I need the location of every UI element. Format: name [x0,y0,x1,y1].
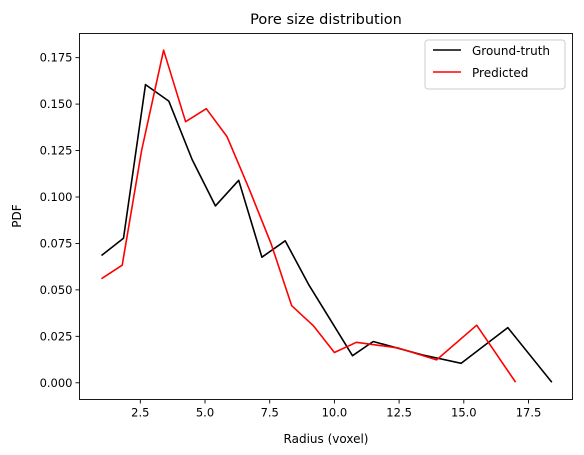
x-tick-label: 12.5 [386,406,412,420]
x-axis-ticks: 2.5 5.0 7.5 10.0 12.5 15.0 17.5 [131,399,542,420]
y-tick-label: 0.050 [40,283,73,297]
plot-frame [79,33,573,400]
y-tick-label: 0.025 [40,329,73,343]
y-tick-label: 0.150 [40,97,73,111]
x-tick-label: 5.0 [196,406,214,420]
series-line-predicted [101,49,517,383]
legend: Ground-truth Predicted [424,39,566,90]
legend-label-predicted: Predicted [472,66,528,80]
y-tick-label: 0.075 [40,236,73,250]
x-tick-label: 10.0 [322,406,348,420]
y-tick-label: 0.125 [40,144,73,158]
y-tick-label: 0.100 [40,190,73,204]
x-tick-label: 2.5 [131,406,149,420]
series-layer [101,49,553,383]
x-axis-label: Radius (voxel) [284,432,369,446]
x-tick-label: 15.0 [451,406,477,420]
y-tick-label: 0.175 [40,51,73,65]
x-tick-label: 7.5 [261,406,279,420]
chart-title: Pore size distribution [250,12,402,28]
legend-box [424,39,566,90]
x-tick-label: 17.5 [516,406,542,420]
y-axis-label: PDF [10,204,24,227]
y-tick-label: 0.000 [40,376,73,390]
y-axis-ticks: 0.000 0.025 0.050 0.075 0.100 0.125 0.150 0.175 [40,51,80,390]
legend-label-ground-truth: Ground-truth [472,44,550,58]
